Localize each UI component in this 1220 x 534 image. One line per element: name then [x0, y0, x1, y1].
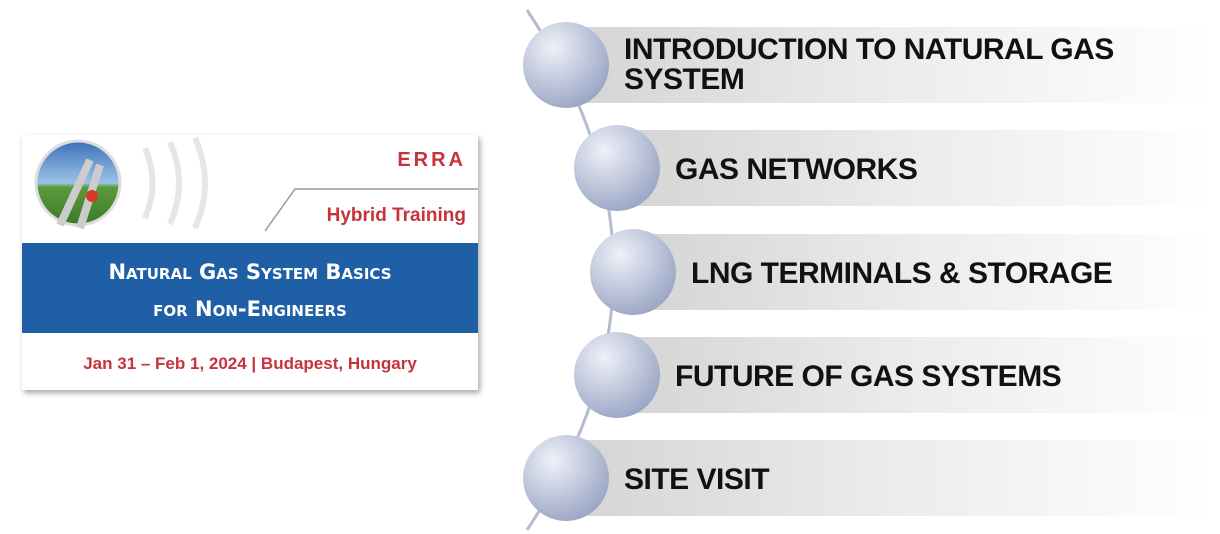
item-circle	[574, 125, 660, 211]
logo: ERRA	[397, 149, 466, 171]
item-circle	[574, 332, 660, 418]
page: ERRA Hybrid Training Natural Gas System …	[0, 0, 1220, 534]
title-line: Natural Gas System Basics	[108, 260, 391, 284]
banner: ERRA Hybrid Training Natural Gas System …	[22, 135, 478, 390]
item-label: SITE VISIT	[624, 463, 769, 496]
item-label: LNG TERMINALS & STORAGE	[691, 257, 1112, 290]
item-label: GAS NETWORKS	[675, 153, 917, 186]
item-circle	[523, 22, 609, 108]
tag: Hybrid Training	[327, 205, 466, 226]
date: Jan 31 – Feb 1, 2024 | Budapest, Hungary	[83, 354, 417, 373]
item-label: FUTURE OF GAS SYSTEMS	[675, 360, 1061, 393]
valve	[86, 190, 98, 202]
title-line: for Non-Engineers	[153, 297, 347, 321]
slide: ERRA Hybrid Training Natural Gas System …	[0, 0, 1220, 534]
item-circle	[590, 229, 676, 315]
item-circle	[523, 435, 609, 521]
